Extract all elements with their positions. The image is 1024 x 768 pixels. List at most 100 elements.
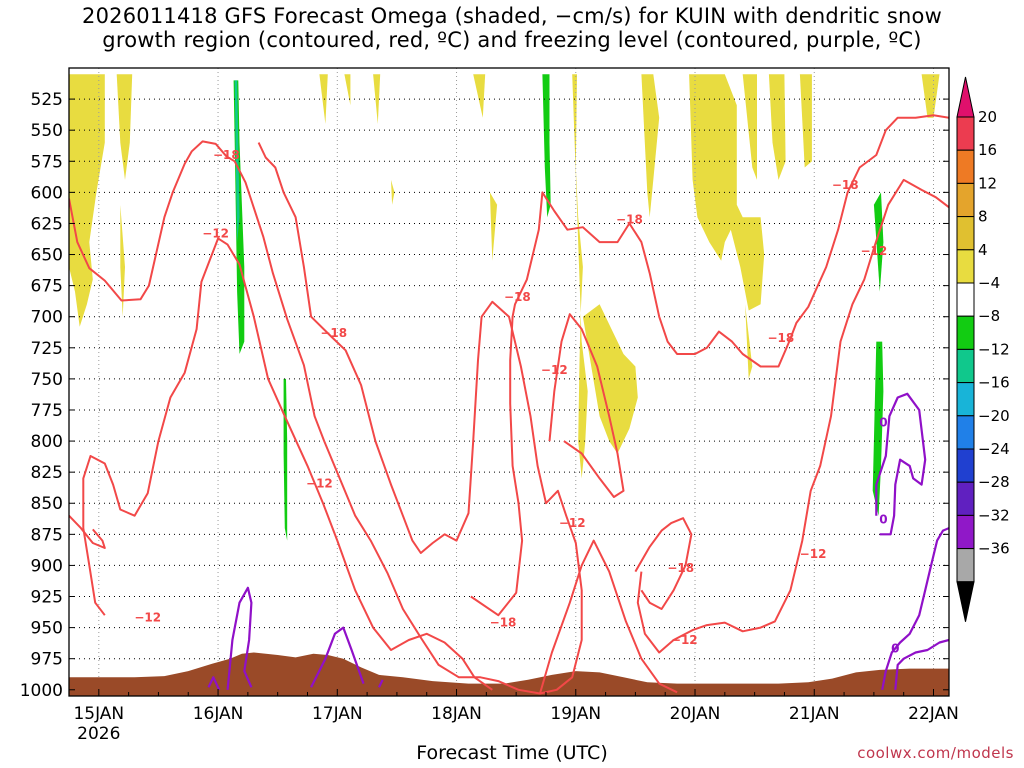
contour-label: −12 xyxy=(202,226,229,240)
contour-label: −12 xyxy=(800,547,827,561)
omega-region-pos4-13 xyxy=(742,74,757,180)
omega-region-neg4-3 xyxy=(331,478,338,616)
omega-region-pos4-12 xyxy=(689,74,765,311)
colorbar-label: −24 xyxy=(978,440,1010,458)
colorbar-label: 8 xyxy=(978,208,988,226)
title-line-1: 2026011418 GFS Forecast Omega (shaded, −… xyxy=(82,4,942,28)
omega-region-neg4-6 xyxy=(370,515,376,591)
x-tick-sublabel: 2026 xyxy=(77,724,120,744)
freezing-contour-1 xyxy=(226,586,253,690)
contour-label: −18 xyxy=(832,178,859,192)
omega-region-neg4-5 xyxy=(351,503,362,640)
omega-region-neg12-0 xyxy=(234,80,240,243)
colorbar-swatch xyxy=(956,182,975,218)
plot-background xyxy=(69,68,949,696)
freezing-contour-2 xyxy=(310,626,365,688)
colorbar-label: 12 xyxy=(978,174,997,192)
y-tick-label: 625 xyxy=(31,214,63,234)
x-tick-label: 21JAN xyxy=(789,704,840,724)
dgz-contour-6 xyxy=(636,178,949,654)
colorbar: 20 16 12 8 4 −4 −8 −12 −16 −20 −24 −28 −32 −36 xyxy=(956,76,1010,622)
colorbar-swatch xyxy=(956,315,975,350)
contour-label: −18 xyxy=(213,148,240,162)
x-tick-label: 22JAN xyxy=(908,704,959,724)
y-tick-label: 800 xyxy=(31,432,63,452)
colorbar-swatch xyxy=(956,382,975,417)
y-tick-label: 775 xyxy=(31,401,63,421)
omega-region-neg4-2 xyxy=(319,391,328,603)
contour-label: −18 xyxy=(616,213,643,227)
y-tick-label: 525 xyxy=(31,90,63,110)
omega-region-pos4-9 xyxy=(572,74,588,479)
omega-region-pos4-7 xyxy=(473,74,486,118)
x-tick-label: 17JAN xyxy=(312,704,363,724)
y-tick-label: 950 xyxy=(31,619,63,639)
y-tick-label: 575 xyxy=(31,152,63,172)
colorbar-label: −8 xyxy=(978,307,1000,325)
colorbar-swatch xyxy=(956,448,975,483)
credit-link[interactable]: coolwx.com/models xyxy=(857,744,1014,762)
colorbar-swatch xyxy=(956,481,975,516)
colorbar-swatch xyxy=(956,249,975,284)
y-tick-label: 550 xyxy=(31,121,63,141)
y-axis: 525 550 575 600 625 650 675 700 725 750 775 800 825 8… xyxy=(20,90,949,701)
omega-region-pos4-8 xyxy=(489,192,498,261)
colorbar-swatch xyxy=(956,116,975,151)
y-tick-label: 675 xyxy=(31,277,63,297)
contour-label: −18 xyxy=(320,326,347,340)
y-tick-label: 900 xyxy=(31,556,63,576)
omega-region-neg4-12 xyxy=(919,179,929,255)
colorbar-label: 20 xyxy=(978,108,997,126)
contour-label: −12 xyxy=(134,611,161,625)
omega-shading-layer xyxy=(69,74,945,640)
contour-label: −12 xyxy=(860,244,887,258)
contour-label-layer: −18 −12 −18 −12 −12 −18 −18 −18 −12 −12 −18 −12 −18 −… xyxy=(134,148,899,656)
y-tick-label: 875 xyxy=(31,525,63,545)
y-tick-label: 650 xyxy=(31,246,63,266)
colorbar-swatch xyxy=(956,415,975,450)
colorbar-swatch xyxy=(956,282,975,317)
omega-region-pos4-2 xyxy=(120,204,125,317)
y-tick-label: 750 xyxy=(31,370,63,390)
omega-region-pos4-4 xyxy=(344,74,351,106)
x-tick-label: 15JAN xyxy=(73,704,124,724)
colorbar-label: −32 xyxy=(978,506,1010,524)
y-tick-label: 825 xyxy=(31,463,63,483)
x-tick-label: 20JAN xyxy=(670,704,721,724)
colorbar-top-arrow xyxy=(956,76,975,118)
contour-label: 0 xyxy=(891,642,899,656)
colorbar-label: 4 xyxy=(978,241,988,259)
contour-label: −18 xyxy=(767,331,794,345)
dgz-contour-7 xyxy=(548,313,625,498)
omega-region-pos4-15 xyxy=(799,74,812,168)
omega-region-pos4-0 xyxy=(69,74,105,327)
dgz-contour-1 xyxy=(69,140,583,695)
omega-region-neg4-13 xyxy=(897,291,905,379)
colorbar-bottom-arrow xyxy=(956,581,975,622)
freezing-contour-3 xyxy=(378,679,384,688)
omega-region-neg4-11 xyxy=(904,136,914,243)
contour-label: −12 xyxy=(306,476,333,490)
omega-region-neg4-7 xyxy=(444,515,450,591)
colorbar-label: −36 xyxy=(978,540,1010,558)
omega-region-neg4-14 xyxy=(938,124,945,155)
freezing-contour-6 xyxy=(894,638,949,690)
omega-region-neg8-2 xyxy=(542,74,551,218)
dgz-contour-3 xyxy=(539,539,678,694)
colorbar-swatch xyxy=(956,348,975,384)
colorbar-swatch xyxy=(956,149,975,184)
colorbar-label: −20 xyxy=(978,407,1010,425)
contour-label: −18 xyxy=(490,616,517,630)
omega-region-pos4-1 xyxy=(116,74,133,180)
plot-border xyxy=(68,67,950,697)
contour-label: −12 xyxy=(671,633,698,647)
omega-region-pos4-6 xyxy=(391,179,395,205)
plot-area xyxy=(69,68,949,696)
contour-layer xyxy=(69,114,949,695)
contour-label: −18 xyxy=(504,290,531,304)
y-tick-label: 725 xyxy=(31,339,63,359)
omega-region-pos4-14 xyxy=(768,74,786,180)
freezing-contour-5 xyxy=(881,527,949,691)
